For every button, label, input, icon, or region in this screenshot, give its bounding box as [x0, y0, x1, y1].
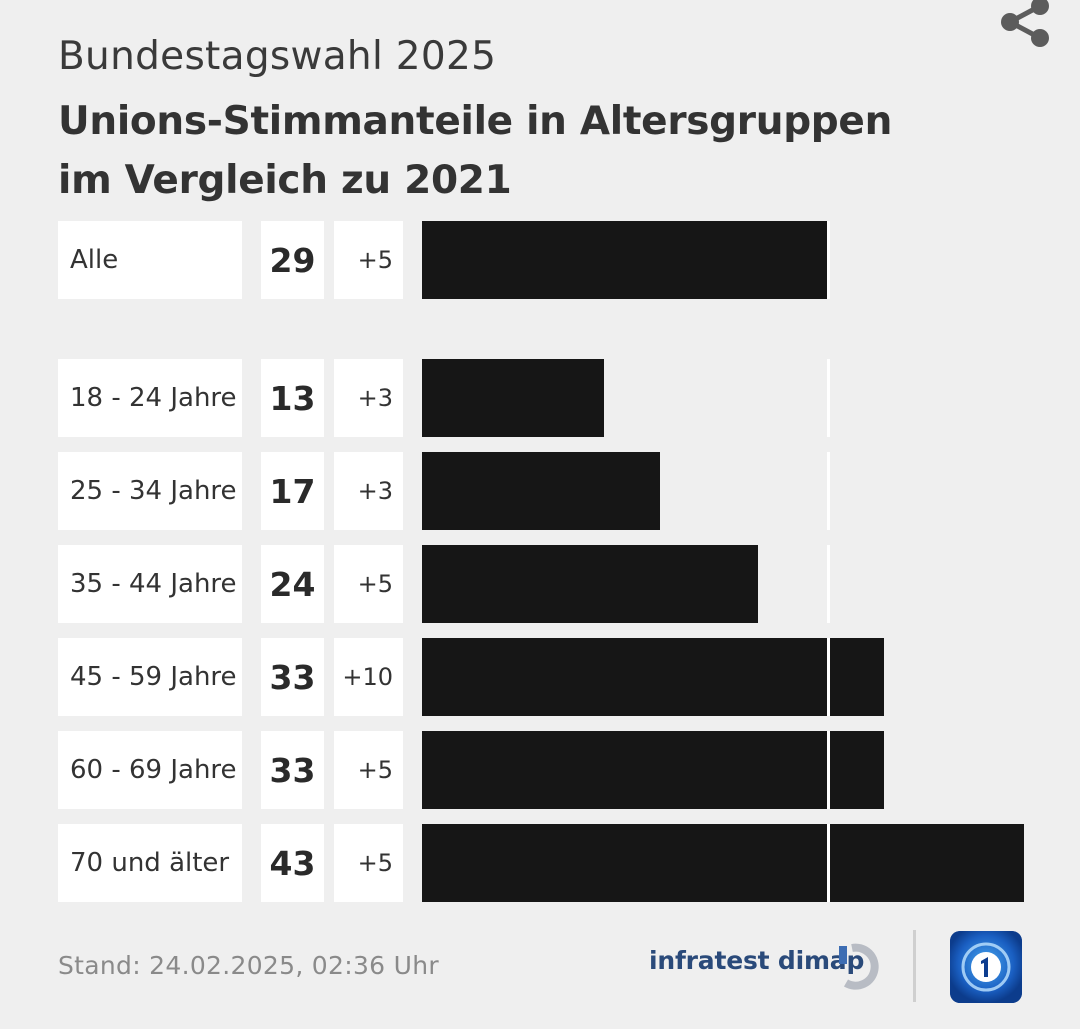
reference-line [827, 731, 830, 809]
bar [422, 638, 884, 716]
reference-line [827, 452, 830, 530]
category-label: 35 - 44 Jahre [58, 545, 242, 623]
category-label: 45 - 59 Jahre [58, 638, 242, 716]
share-icon[interactable] [996, 0, 1056, 52]
change-label: +5 [334, 545, 403, 623]
value-label: 13 [261, 359, 324, 437]
category-label: 18 - 24 Jahre [58, 359, 242, 437]
bar [422, 452, 660, 530]
value-label: 33 [261, 638, 324, 716]
bar [422, 731, 884, 809]
bar [422, 359, 604, 437]
chart-row: 35 - 44 Jahre 24 +5 [58, 545, 1038, 623]
bar [422, 545, 758, 623]
bar-area [422, 638, 1042, 716]
footer-divider [913, 930, 916, 1002]
change-label: +5 [334, 824, 403, 902]
value-label: 33 [261, 731, 324, 809]
value-label: 17 [261, 452, 324, 530]
change-label: +3 [334, 359, 403, 437]
category-label: 25 - 34 Jahre [58, 452, 242, 530]
bar-area [422, 545, 1042, 623]
chart-kicker: Bundestagswahl 2025 [58, 34, 497, 79]
chart-row: 70 und älter 43 +5 [58, 824, 1038, 902]
value-label: 24 [261, 545, 324, 623]
reference-line [827, 638, 830, 716]
bar-area [422, 221, 1042, 299]
bar-area [422, 359, 1042, 437]
chart-row: 45 - 59 Jahre 33 +10 [58, 638, 1038, 716]
chart-row: Alle 29 +5 [58, 221, 1038, 299]
reference-line [827, 545, 830, 623]
infratest-dimap-logo-icon [836, 943, 884, 991]
chart-row: 60 - 69 Jahre 33 +5 [58, 731, 1038, 809]
timestamp: Stand: 24.02.2025, 02:36 Uhr [58, 951, 439, 980]
value-label: 43 [261, 824, 324, 902]
tagesschau-logo-icon[interactable] [950, 931, 1022, 1003]
chart-title: Unions-Stimmanteile in Altersgruppen im … [58, 92, 958, 210]
reference-line [827, 221, 830, 299]
bar-area [422, 452, 1042, 530]
category-label: 70 und älter [58, 824, 242, 902]
change-label: +5 [334, 731, 403, 809]
change-label: +5 [334, 221, 403, 299]
bar-area [422, 731, 1042, 809]
category-label: 60 - 69 Jahre [58, 731, 242, 809]
source-label: infratest dimap [649, 946, 865, 975]
reference-line [827, 359, 830, 437]
bar [422, 221, 828, 299]
change-label: +10 [334, 638, 403, 716]
chart-row: 18 - 24 Jahre 13 +3 [58, 359, 1038, 437]
chart-row: 25 - 34 Jahre 17 +3 [58, 452, 1038, 530]
chart-title-line-1: Unions-Stimmanteile in Altersgruppen [58, 99, 893, 144]
bar [422, 824, 1024, 902]
value-label: 29 [261, 221, 324, 299]
change-label: +3 [334, 452, 403, 530]
category-label: Alle [58, 221, 242, 299]
bar-area [422, 824, 1042, 902]
chart-title-line-2: im Vergleich zu 2021 [58, 158, 512, 203]
reference-line [827, 824, 830, 902]
